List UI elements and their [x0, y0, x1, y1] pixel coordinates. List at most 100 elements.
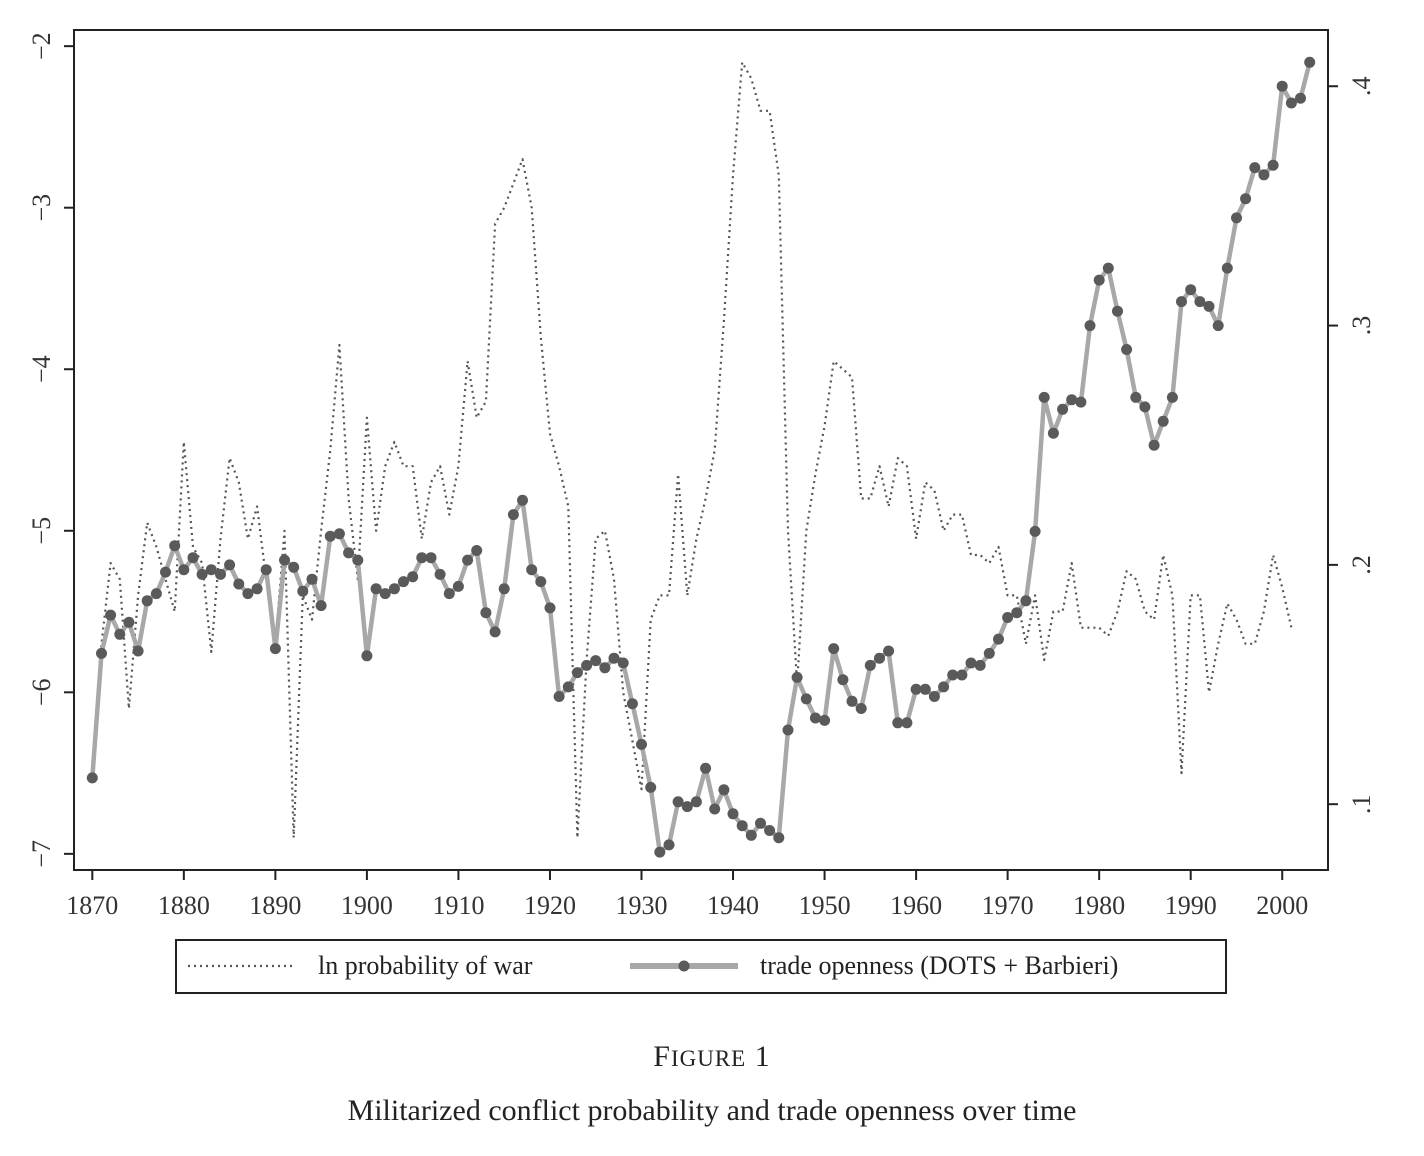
right-y-tick-label: .1 — [1347, 794, 1376, 814]
trade-openness-point — [343, 547, 355, 559]
trade-openness-point — [224, 559, 236, 571]
trade-openness-point — [626, 698, 638, 710]
trade-openness-point — [434, 568, 446, 580]
x-tick-label: 1950 — [799, 891, 851, 920]
trade-openness-point — [361, 650, 373, 662]
trade-openness-point — [160, 566, 171, 578]
trade-openness-line — [90, 61, 1312, 855]
trade-openness-point — [773, 832, 785, 844]
trade-openness-point — [599, 662, 611, 674]
figure-label-number: 1 — [754, 1040, 771, 1073]
trade-openness-point — [1267, 159, 1279, 171]
trade-openness-point — [672, 796, 684, 808]
x-tick-label: 1970 — [982, 891, 1034, 920]
x-tick-label: 1910 — [432, 891, 484, 920]
x-tick-label: 1930 — [616, 891, 668, 920]
trade-openness-point — [1176, 296, 1187, 308]
trade-openness-point — [855, 703, 867, 714]
trade-openness-point — [910, 683, 922, 695]
trade-openness-point — [901, 717, 913, 729]
figure-label-rest: IGURE — [670, 1046, 747, 1071]
trade-openness-point — [370, 583, 382, 595]
trade-openness-point — [1066, 394, 1078, 406]
trade-openness-point — [535, 576, 547, 588]
trade-openness-point — [928, 691, 940, 702]
trade-openness-point — [205, 564, 217, 576]
trade-openness-point — [169, 540, 181, 552]
right-y-tick-label: .4 — [1347, 76, 1376, 96]
plot-area — [86, 56, 1316, 858]
legend-trade-marker — [678, 960, 690, 972]
left-y-tick-label: −3 — [27, 194, 56, 222]
trade-openness-point — [764, 825, 776, 836]
trade-openness-point — [1258, 169, 1270, 181]
trade-openness-point — [379, 588, 391, 600]
trade-openness-point — [608, 652, 620, 664]
x-tick-label: 1900 — [341, 891, 393, 920]
trade-openness-point — [809, 712, 821, 724]
trade-openness-point — [727, 808, 739, 820]
x-tick-label: 1990 — [1165, 891, 1217, 920]
trade-openness-point — [654, 846, 666, 858]
trade-openness-point — [1121, 344, 1133, 355]
trade-openness-point — [462, 554, 474, 566]
trade-openness-point — [745, 829, 757, 841]
trade-openness-point — [709, 803, 721, 815]
trade-openness-point — [819, 714, 831, 726]
trade-openness-point — [1304, 56, 1316, 68]
trade-openness-point — [1020, 595, 1032, 607]
trade-openness-point — [892, 717, 904, 729]
x-tick-label: 1960 — [890, 891, 942, 920]
trade-openness-point — [645, 781, 657, 793]
trade-openness-point — [800, 693, 812, 705]
trade-openness-point — [874, 652, 885, 664]
trade-openness-point — [1038, 391, 1050, 403]
trade-openness-point — [132, 645, 144, 657]
trade-openness-point — [315, 600, 327, 612]
x-tick-label: 1870 — [66, 891, 118, 920]
left-y-tick-label: −6 — [27, 678, 56, 706]
trade-openness-point — [123, 616, 135, 628]
trade-openness-point — [150, 588, 162, 600]
trade-openness-point — [590, 655, 602, 667]
trade-openness-point — [1295, 92, 1306, 104]
trade-openness-point — [96, 647, 107, 659]
trade-openness-point — [141, 595, 153, 607]
trade-openness-point — [1011, 607, 1023, 619]
trade-openness-point — [1185, 284, 1197, 296]
trade-openness-point — [700, 762, 712, 774]
x-tick-label: 1940 — [707, 891, 759, 920]
trade-openness-point — [1231, 212, 1242, 224]
trade-openness-point — [452, 580, 464, 592]
right-y-tick-label: .3 — [1347, 316, 1376, 336]
trade-openness-point — [1093, 274, 1105, 286]
trade-openness-point — [956, 669, 968, 681]
trade-openness-point — [297, 585, 309, 597]
legend-box — [175, 939, 1227, 994]
trade-openness-point — [1249, 162, 1261, 174]
trade-openness-point — [1029, 525, 1041, 537]
trade-openness-point — [251, 583, 263, 595]
trade-openness-point — [1212, 320, 1224, 332]
trade-openness-point — [1203, 300, 1215, 312]
trade-openness-point — [471, 545, 483, 556]
trade-openness-point — [755, 817, 766, 829]
trade-openness-point — [562, 681, 574, 693]
trade-openness-point — [837, 674, 849, 686]
trade-openness-point — [864, 659, 876, 671]
trade-openness-point — [1130, 391, 1142, 403]
trade-openness-point — [498, 583, 510, 595]
trade-openness-point — [947, 669, 959, 681]
trade-openness-point — [1166, 391, 1178, 403]
trade-openness-point — [388, 583, 400, 595]
trade-openness-point — [398, 576, 409, 588]
trade-openness-point — [919, 683, 931, 695]
trade-openness-point — [416, 552, 428, 564]
trade-openness-point — [965, 657, 977, 669]
legend-trade-label: trade openness (DOTS + Barbieri) — [760, 951, 1118, 980]
trade-openness-point — [507, 509, 519, 521]
x-tick-label: 1890 — [249, 891, 301, 920]
trade-openness-point — [544, 602, 556, 614]
axes: 1870 1880 1890 1900 1910 1920 1930 1940 1950 1960… — [27, 29, 1376, 920]
